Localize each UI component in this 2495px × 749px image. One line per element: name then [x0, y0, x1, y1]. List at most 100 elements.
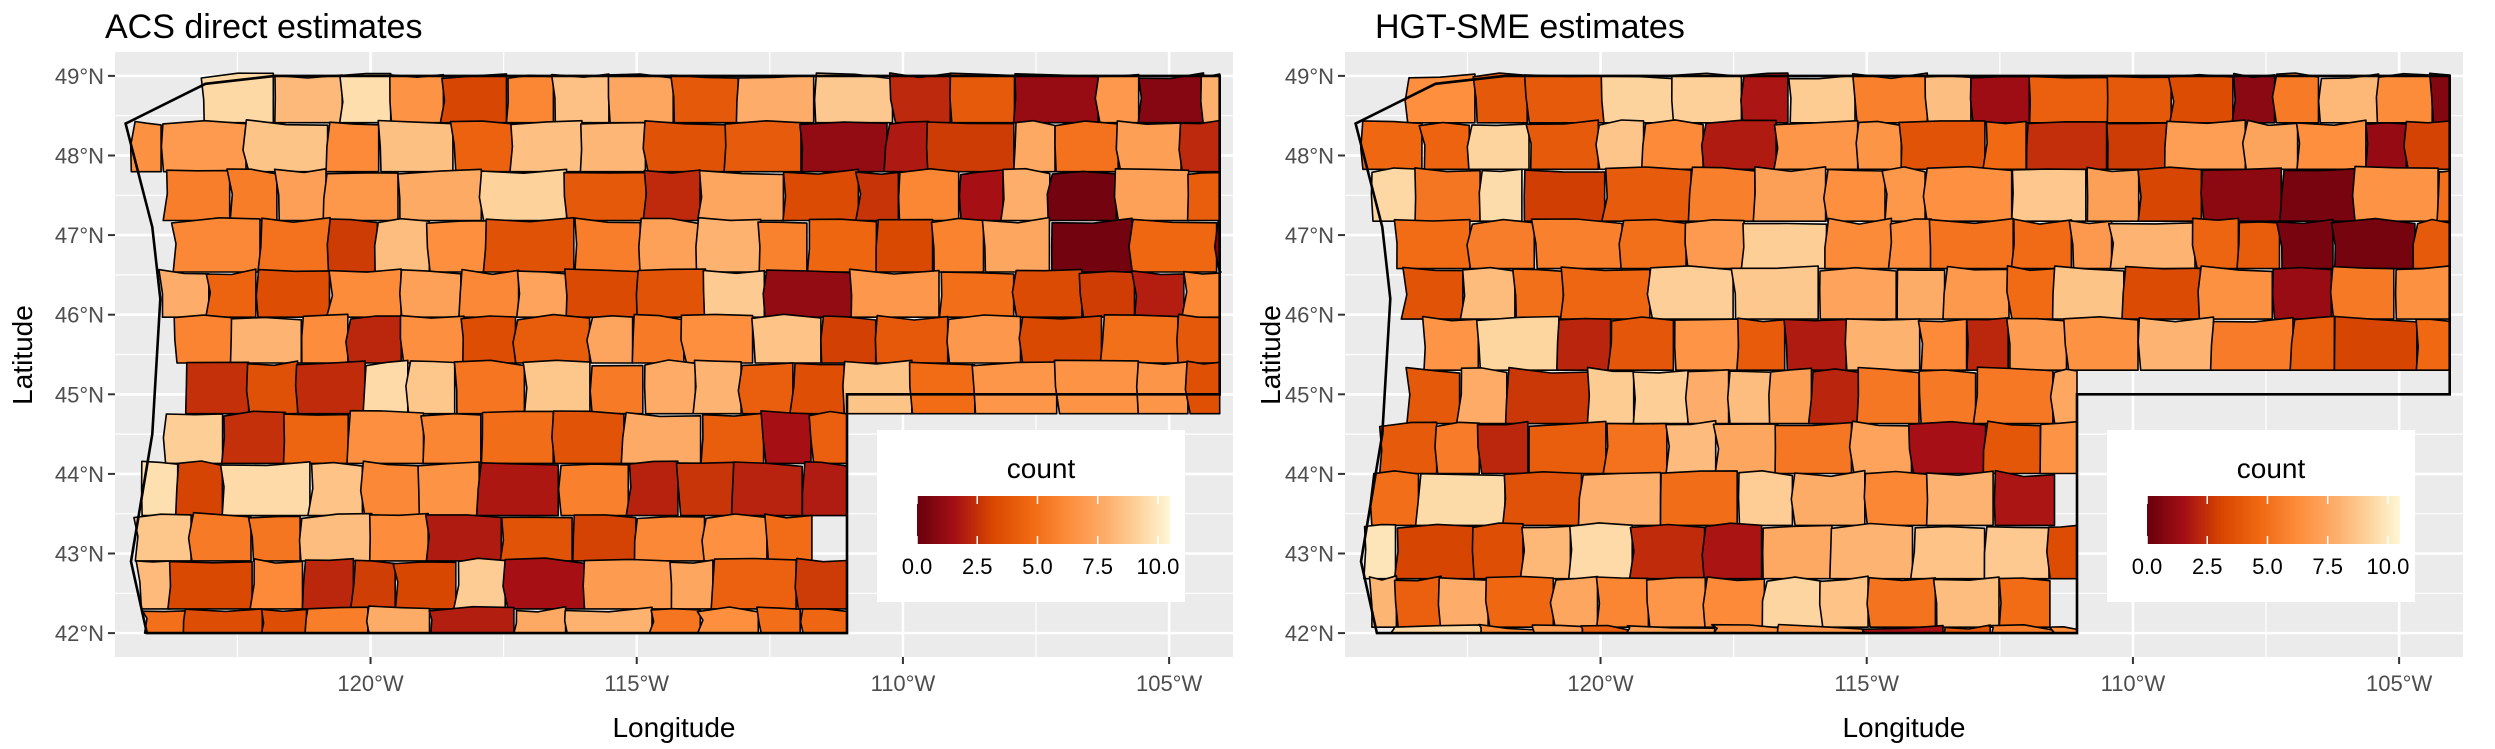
county-polygon	[1393, 523, 1477, 580]
y-tick-label: 43°N	[55, 542, 104, 567]
county-polygon	[680, 313, 754, 364]
county-polygon	[2330, 217, 2416, 270]
legend-ticks: 0.0 2.5 5.0 7.5 10.0	[2132, 496, 2409, 579]
county-polygon	[1965, 316, 2009, 372]
county-polygon	[392, 561, 457, 610]
county-polygon	[1972, 366, 2054, 425]
county-polygon	[2428, 72, 2451, 124]
county-polygon	[875, 218, 934, 273]
county-polygon	[1659, 470, 1738, 527]
county-polygon	[1130, 269, 1185, 319]
x-axis-title: Longitude	[1842, 712, 1965, 743]
county-polygon	[1645, 576, 1707, 629]
y-tick-label: 48°N	[1285, 143, 1334, 168]
legend-tick-label: 5.0	[1022, 554, 1053, 579]
county-polygon	[551, 410, 625, 465]
county-polygon	[2106, 122, 2169, 171]
county-polygon	[133, 513, 192, 562]
county-polygon	[755, 606, 802, 634]
county-polygon	[1818, 266, 1897, 320]
county-polygon	[439, 73, 508, 124]
county-polygon	[762, 269, 853, 319]
x-tick-label: 110°W	[871, 671, 936, 696]
y-tick-label: 47°N	[1285, 223, 1334, 248]
legend-tick-label: 2.5	[2192, 554, 2223, 579]
county-polygon	[2351, 165, 2439, 222]
county-polygon	[1525, 119, 1600, 171]
county-polygon	[505, 74, 555, 124]
county-polygon	[1924, 75, 1972, 124]
county-polygon	[167, 560, 253, 610]
county-polygon	[2271, 72, 2320, 124]
county-polygon	[420, 412, 482, 465]
county-polygon	[2241, 119, 2299, 171]
county-polygon	[1369, 470, 1420, 527]
county-polygon	[2209, 316, 2294, 372]
county-polygon	[205, 268, 257, 319]
county-polygon	[702, 269, 766, 319]
county-polygon	[633, 515, 706, 562]
county-polygon	[273, 168, 327, 222]
county-polygon	[325, 268, 402, 319]
county-polygon	[2275, 218, 2334, 270]
county-polygon	[1421, 315, 1480, 372]
county-polygon	[300, 313, 349, 364]
county-polygon	[1824, 217, 1893, 270]
county-polygon	[405, 360, 456, 415]
county-polygon	[1046, 170, 1118, 222]
county-polygon	[424, 514, 503, 562]
legend-tick-label: 7.5	[2312, 554, 2343, 579]
county-polygon	[229, 316, 303, 364]
county-polygon	[2063, 315, 2139, 372]
county-polygon	[1472, 72, 1528, 124]
county-polygon	[1942, 265, 2010, 320]
county-polygon	[620, 411, 702, 465]
county-polygon	[349, 559, 397, 610]
county-polygon	[637, 217, 700, 273]
county-polygon	[247, 515, 301, 562]
county-polygon	[643, 359, 697, 415]
county-polygon	[971, 361, 1058, 415]
county-polygon	[1917, 318, 1968, 372]
county-polygon	[1998, 577, 2051, 629]
county-polygon	[1993, 469, 2056, 527]
county-polygon	[1855, 120, 1903, 171]
county-polygon	[322, 172, 399, 222]
county-polygon	[1528, 420, 1607, 475]
county-polygon	[737, 362, 794, 415]
county-polygon	[981, 216, 1051, 273]
county-polygon	[301, 557, 355, 610]
county-polygon	[1418, 121, 1471, 171]
county-polygon	[848, 268, 940, 319]
county-polygon	[1437, 576, 1489, 629]
county-polygon	[723, 120, 802, 173]
county-polygon	[1701, 522, 1763, 580]
county-polygon	[949, 72, 1016, 124]
map-panel-hgt-sme: HGT-SME estimates 42°N 43°N 44°N 45°N 46°N 47…	[1255, 8, 2463, 743]
county-polygon	[1907, 420, 1987, 475]
county-polygon	[1982, 120, 2027, 171]
y-tick-label: 42°N	[1285, 621, 1334, 646]
county-polygon	[480, 410, 555, 465]
county-polygon	[173, 314, 234, 364]
county-polygon	[359, 460, 421, 517]
county-polygon	[2191, 217, 2240, 270]
y-tick-label: 49°N	[1285, 64, 1334, 89]
county-polygon	[2006, 264, 2057, 320]
county-polygon	[1898, 120, 1986, 171]
county-polygon	[509, 119, 583, 173]
county-polygon	[1829, 522, 1914, 580]
county-polygon	[1405, 366, 1461, 425]
county-polygon	[1896, 268, 1946, 320]
county-polygon	[1922, 165, 2013, 222]
county-polygon	[579, 121, 647, 173]
county-polygon	[806, 218, 878, 273]
county-polygon	[2289, 315, 2336, 372]
county-polygon	[571, 514, 637, 562]
y-tick-label: 43°N	[1285, 542, 1334, 567]
county-polygon	[631, 313, 685, 364]
county-polygon	[1523, 169, 1606, 222]
legend-tick-label: 5.0	[2252, 554, 2283, 579]
county-polygon	[1455, 367, 1508, 425]
